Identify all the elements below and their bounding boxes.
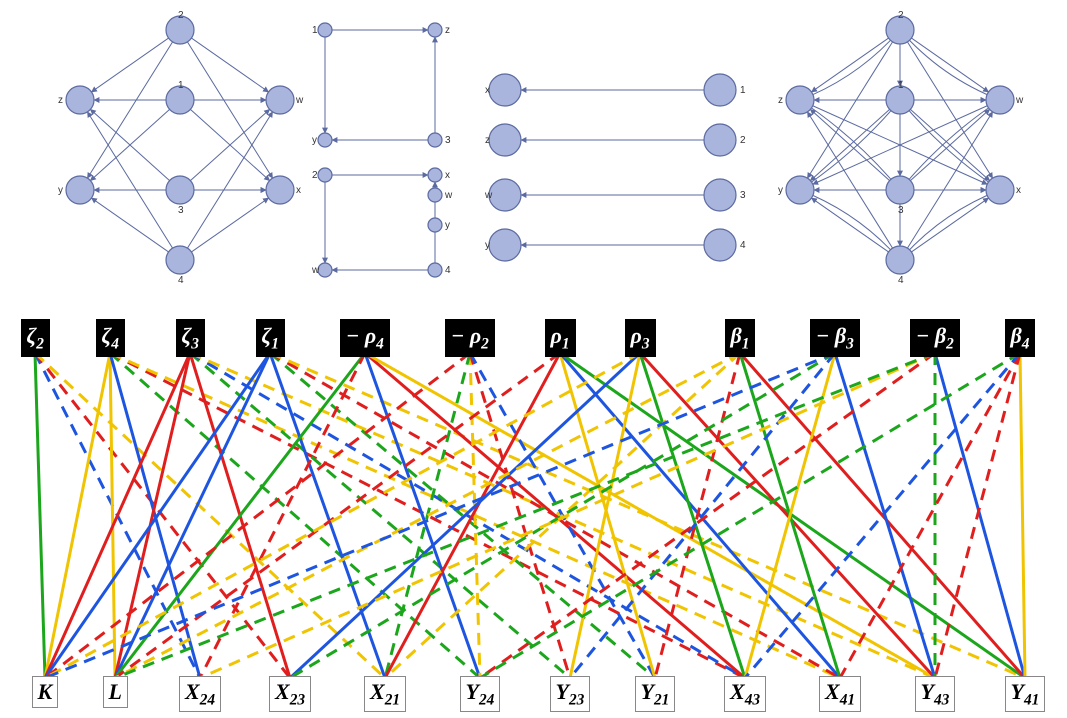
node-label: 4	[740, 240, 746, 251]
node-label: z	[445, 25, 450, 36]
node-label: 1	[312, 25, 318, 36]
bottom-symbol-label: X41	[819, 676, 861, 712]
node-label: w	[445, 190, 452, 201]
top-symbol-label: β1	[725, 319, 756, 357]
top-symbol-label: ζ4	[96, 319, 125, 357]
canvas: 21zwy3x41zy32xw4wyxzwy123421zwy3x4ζ2ζ4ζ3…	[0, 0, 1067, 718]
top-symbol-label: − ρ4	[340, 319, 390, 357]
node-label: 2	[312, 170, 318, 181]
node-label: y	[485, 240, 490, 251]
top-symbol-label: ρ1	[545, 319, 576, 357]
node-label: x	[485, 85, 490, 96]
node-label: w	[296, 95, 303, 106]
node-label: 1	[178, 80, 184, 91]
node-label: w	[485, 190, 492, 201]
top-symbol-label: ρ3	[625, 319, 656, 357]
node-label: y	[312, 135, 317, 146]
node-label: y	[58, 185, 63, 196]
top-symbol-label: β4	[1005, 319, 1036, 357]
node-label: x	[445, 170, 450, 181]
node-label: 4	[445, 265, 451, 276]
node-label: y	[445, 220, 450, 231]
top-symbol-label: − ρ2	[445, 319, 495, 357]
bottom-symbol-label: L	[103, 676, 128, 708]
node-label: 2	[898, 10, 904, 21]
top-symbol-label: ζ2	[21, 319, 50, 357]
node-label: y	[778, 185, 783, 196]
node-label: 3	[898, 205, 904, 216]
top-symbol-label: ζ1	[256, 319, 285, 357]
node-label: 2	[740, 135, 746, 146]
node-label: z	[778, 95, 783, 106]
bipartite-svg	[0, 0, 1067, 718]
node-label: 4	[898, 275, 904, 286]
node-label: x	[296, 185, 301, 196]
node-label: 1	[898, 80, 904, 91]
node-label: 1	[740, 85, 746, 96]
node-label: x	[1016, 185, 1021, 196]
bottom-symbol-label: Y24	[460, 676, 501, 712]
top-symbol-label: − β3	[810, 319, 860, 357]
bottom-symbol-label: Y23	[550, 676, 591, 712]
node-label: 3	[445, 135, 451, 146]
top-symbol-label: ζ3	[176, 319, 205, 357]
bottom-symbol-label: Y43	[915, 676, 956, 712]
node-label: 3	[178, 205, 184, 216]
node-label: w	[1016, 95, 1023, 106]
node-label: 2	[178, 10, 184, 21]
node-label: 4	[178, 275, 184, 286]
bottom-symbol-label: K	[32, 676, 59, 708]
top-symbol-label: − β2	[910, 319, 960, 357]
node-label: z	[58, 95, 63, 106]
node-label: z	[485, 135, 490, 146]
node-label: w	[312, 265, 319, 276]
bottom-symbol-label: X43	[724, 676, 766, 712]
bottom-symbol-label: X24	[179, 676, 221, 712]
node-label: 3	[740, 190, 746, 201]
bottom-symbol-label: Y21	[635, 676, 676, 712]
bottom-symbol-label: X23	[269, 676, 311, 712]
bottom-symbol-label: X21	[364, 676, 406, 712]
bottom-symbol-label: Y41	[1005, 676, 1046, 712]
